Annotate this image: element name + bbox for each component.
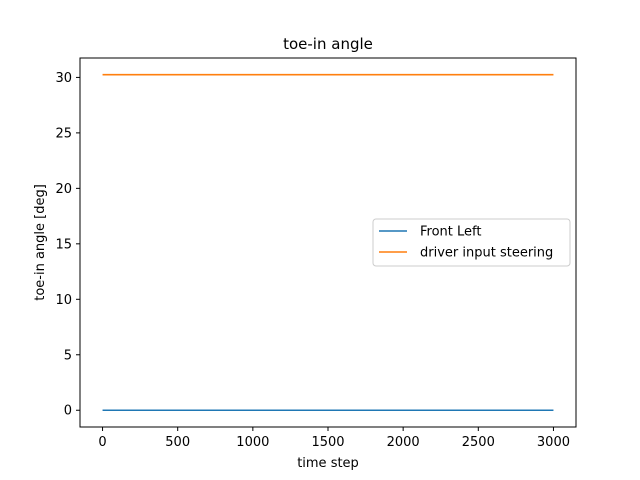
x-tick-label-2000: 2000 <box>387 435 420 450</box>
x-tick-label-1000: 1000 <box>236 435 269 450</box>
y-tick-label-20: 20 <box>55 182 72 197</box>
legend: Front Left driver input steering <box>372 218 571 267</box>
y-tick-label-25: 25 <box>55 126 72 141</box>
chart-title: toe-in angle <box>283 35 373 53</box>
x-axis-label: time step <box>297 456 359 471</box>
legend-box <box>372 218 571 267</box>
x-tick-label-3000: 3000 <box>537 435 570 450</box>
legend-label-1: driver input steering <box>420 246 553 261</box>
y-tick-label-0: 0 <box>64 404 72 419</box>
y-tick-label-5: 5 <box>64 348 72 363</box>
x-tick-label-2500: 2500 <box>462 435 495 450</box>
y-tick-label-10: 10 <box>55 293 72 308</box>
y-tick-label-15: 15 <box>55 237 72 252</box>
x-tick-label-1500: 1500 <box>311 435 344 450</box>
y-axis-label: toe-in angle [deg] <box>33 184 48 301</box>
legend-items: Front Left driver input steering <box>379 225 553 261</box>
y-axis: 0 5 10 15 20 25 30 <box>55 71 80 419</box>
x-axis: 0 500 1000 1500 2000 2500 3000 <box>98 427 570 450</box>
series-layer <box>102 73 554 412</box>
x-tick-label-0: 0 <box>98 435 106 450</box>
x-tick-label-500: 500 <box>165 435 190 450</box>
legend-label-0: Front Left <box>420 225 481 240</box>
y-tick-label-30: 30 <box>55 71 72 86</box>
